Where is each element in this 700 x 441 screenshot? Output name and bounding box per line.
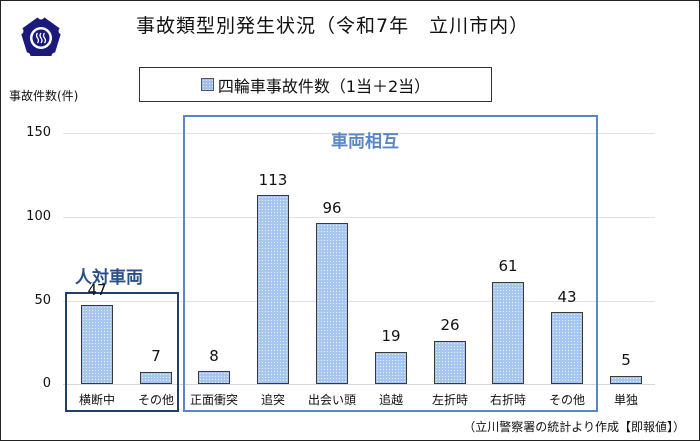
value-label: 113 bbox=[258, 171, 288, 189]
bar-crossroads bbox=[316, 223, 348, 384]
gridline-100 bbox=[63, 217, 655, 218]
category-label: 横断中 bbox=[78, 393, 115, 407]
y-tick-0: 0 bbox=[42, 376, 51, 391]
value-label: 96 bbox=[322, 199, 342, 217]
y-tick-50: 50 bbox=[34, 293, 51, 308]
category-label: 単独 bbox=[613, 393, 638, 407]
value-label: 8 bbox=[209, 347, 219, 365]
category-label: 正面衝突 bbox=[189, 393, 238, 407]
bar-crossing bbox=[81, 305, 113, 384]
bar-rear-end bbox=[257, 195, 289, 384]
y-tick-150: 150 bbox=[26, 125, 51, 140]
bar-pedestrian-other bbox=[140, 372, 172, 384]
city-emblem-icon bbox=[18, 13, 64, 59]
legend: 四輪車事故件数（1当＋2当） bbox=[139, 67, 492, 102]
value-label: 19 bbox=[381, 327, 401, 345]
value-label: 43 bbox=[557, 288, 577, 306]
legend-label: 四輪車事故件数（1当＋2当） bbox=[217, 76, 431, 96]
value-label: 47 bbox=[87, 281, 107, 299]
bar-left-turn bbox=[434, 341, 466, 384]
value-label: 26 bbox=[440, 316, 460, 334]
bar-vehicle-other bbox=[551, 312, 583, 384]
group-box-vehicle-vehicle bbox=[183, 115, 598, 412]
group-label-pedestrian-vehicle: 人対車両 bbox=[75, 268, 143, 288]
category-label: 出会い頭 bbox=[307, 393, 356, 407]
bar-single-vehicle bbox=[610, 376, 642, 384]
y-axis-label: 事故件数(件) bbox=[9, 89, 79, 103]
source-note: （立川警察署の統計より作成【即報値】） bbox=[463, 420, 685, 434]
category-label: 右折時 bbox=[489, 393, 526, 407]
gridline-150 bbox=[63, 133, 655, 134]
value-label: 61 bbox=[498, 257, 518, 275]
value-label: 7 bbox=[151, 347, 161, 365]
category-label: 左折時 bbox=[431, 393, 468, 407]
gridline-50 bbox=[63, 301, 655, 302]
category-label: 追越 bbox=[378, 393, 403, 407]
bar-overtaking bbox=[375, 352, 407, 384]
group-label-vehicle-vehicle: 車両相互 bbox=[331, 132, 399, 152]
chart-title: 事故類型別発生状況（令和7年 立川市内） bbox=[136, 15, 530, 37]
value-label: 5 bbox=[621, 351, 631, 369]
y-tick-100: 100 bbox=[26, 209, 51, 224]
x-axis-baseline bbox=[63, 384, 655, 385]
legend-swatch-icon bbox=[200, 78, 214, 91]
category-label: その他 bbox=[548, 393, 585, 407]
category-label: その他 bbox=[137, 393, 174, 407]
bar-head-on bbox=[198, 371, 230, 384]
category-label: 追突 bbox=[260, 393, 285, 407]
group-box-pedestrian-vehicle bbox=[65, 292, 179, 412]
bar-right-turn bbox=[492, 282, 524, 384]
